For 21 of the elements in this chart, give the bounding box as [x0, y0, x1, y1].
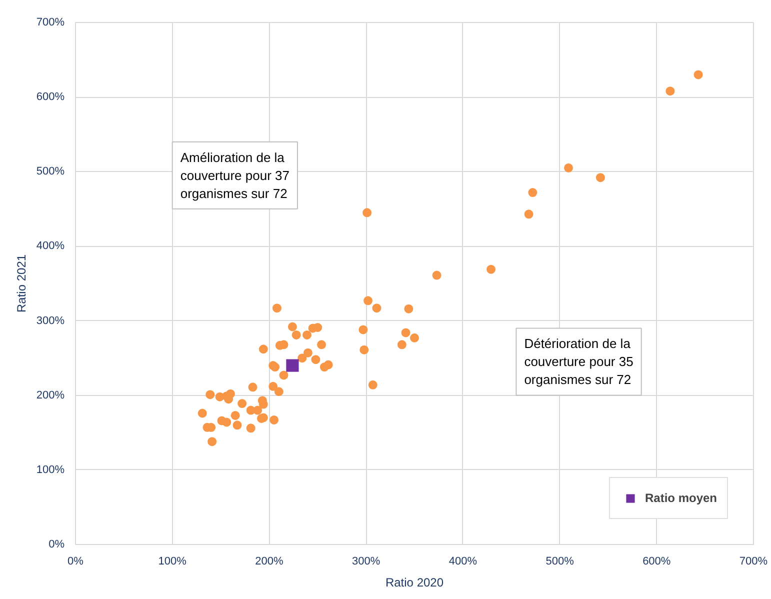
y-tick-label: 400% [36, 240, 65, 252]
x-tick-label: 500% [546, 556, 574, 568]
y-tick-label: 300% [36, 314, 65, 327]
legend-label: Ratio moyen [644, 491, 717, 505]
x-tick-label: 100% [158, 556, 187, 568]
annotation: Détérioration de la couverture pour 35 organismes sur 72 [524, 336, 634, 388]
x-tick-label: 600% [642, 556, 671, 568]
x-axis-title: Ratio 2020 [385, 576, 444, 590]
y-tick-label: 600% [36, 91, 65, 104]
x-tick-label: 0% [68, 556, 84, 568]
x-tick-label: 400% [448, 556, 478, 568]
y-tick-label: 200% [36, 389, 65, 402]
x-tick-label: 700% [739, 556, 768, 568]
annotation: Amélioration de la couverture pour 37 organismes sur 72 [180, 150, 290, 201]
y-tick-label: 500% [36, 166, 65, 178]
y-tick-label: 0% [48, 538, 65, 550]
x-tick-label: 200% [255, 556, 284, 568]
y-axis-title: Ratio 2021 [14, 254, 28, 313]
y-tick-label: 100% [36, 464, 65, 476]
x-tick-label: 300% [352, 556, 380, 568]
y-tick-label: 700% [36, 16, 65, 28]
